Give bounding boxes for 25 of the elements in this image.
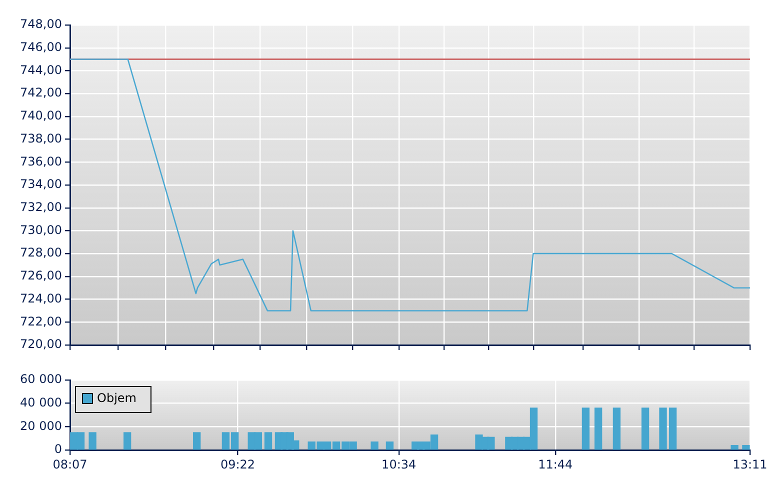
y-tick-label: 40 000 bbox=[20, 395, 62, 410]
x-tick-label: 09:22 bbox=[220, 457, 256, 472]
y-tick-label: 742,00 bbox=[20, 86, 62, 100]
y-tick-label: 744,00 bbox=[20, 62, 62, 77]
y-tick-label: 738,00 bbox=[20, 131, 62, 146]
y-tick-label: 732,00 bbox=[20, 200, 62, 214]
y-tick-label: 748,00 bbox=[20, 17, 62, 32]
x-tick-label: 08:07 bbox=[52, 457, 88, 472]
y-tick-label: 722,00 bbox=[20, 314, 62, 328]
y-tick-label: 734,00 bbox=[20, 177, 62, 192]
y-tick-label: 740,00 bbox=[20, 108, 62, 123]
y-tick-label: 730,00 bbox=[20, 222, 62, 237]
y-tick-label: 736,00 bbox=[20, 154, 62, 168]
y-tick-label: 728,00 bbox=[20, 246, 62, 260]
x-tick-label: 10:34 bbox=[382, 457, 416, 472]
x-tick-label: 11:44 bbox=[538, 457, 573, 472]
y-tick-label: 20 000 bbox=[20, 418, 62, 433]
y-tick-label: 0 bbox=[54, 442, 62, 456]
y-tick-label: 60 000 bbox=[20, 372, 62, 386]
y-tick-label: 746,00 bbox=[20, 40, 62, 54]
legend-label: Objem bbox=[97, 391, 136, 406]
x-tick-label: 13:11 bbox=[732, 457, 768, 472]
y-tick-label: 720,00 bbox=[20, 337, 62, 352]
y-tick-label: 724,00 bbox=[20, 291, 62, 306]
y-tick-label: 726,00 bbox=[20, 268, 62, 283]
